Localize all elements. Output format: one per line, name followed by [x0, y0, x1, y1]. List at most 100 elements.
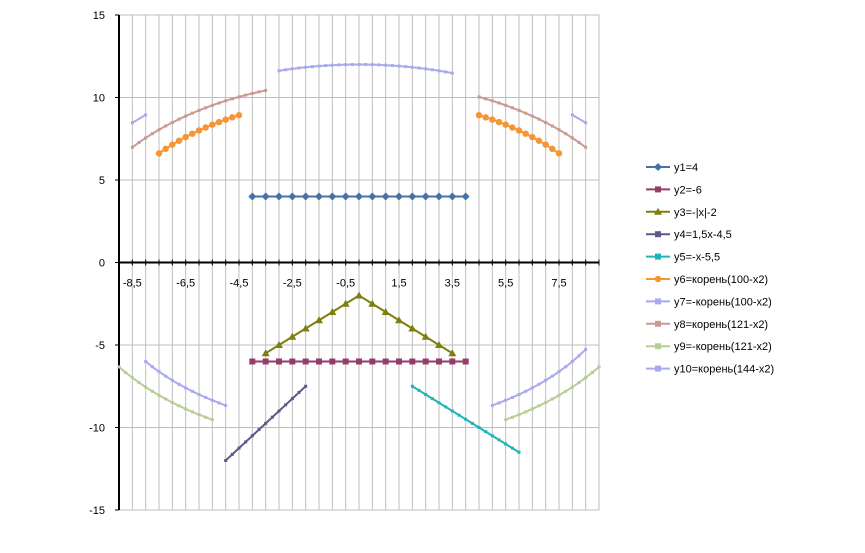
- data-point: [544, 378, 548, 382]
- legend-label: y6=корень(100-x2): [674, 274, 768, 286]
- legend-label: y9=-корень(121-x2): [674, 341, 772, 353]
- series-1: [248, 192, 470, 201]
- legend-marker: [655, 298, 661, 305]
- data-point: [597, 365, 601, 369]
- data-point: [304, 384, 308, 388]
- data-point: [444, 405, 448, 409]
- data-point: [444, 70, 448, 74]
- data-point: [570, 360, 574, 363]
- data-point: [344, 63, 348, 67]
- data-point: [301, 192, 310, 201]
- data-point: [177, 117, 181, 121]
- legend-item: y4=1,5x-4,5: [646, 229, 732, 241]
- data-point: [356, 358, 362, 365]
- data-point: [175, 137, 183, 144]
- data-point: [170, 120, 174, 124]
- data-point: [577, 140, 581, 144]
- data-point: [317, 64, 321, 68]
- series-6: [155, 111, 563, 157]
- data-point: [315, 316, 323, 324]
- data-point: [324, 64, 328, 68]
- data-point: [190, 389, 194, 393]
- data-point: [277, 69, 281, 73]
- data-point: [549, 145, 556, 153]
- data-point: [529, 133, 536, 141]
- data-point: [564, 132, 568, 136]
- data-point: [530, 407, 534, 411]
- data-point: [170, 378, 174, 382]
- data-point: [504, 103, 508, 107]
- data-point: [409, 358, 416, 365]
- data-point: [450, 409, 454, 413]
- data-point: [457, 413, 461, 417]
- data-point: [384, 63, 388, 67]
- data-point: [424, 393, 428, 396]
- data-point: [364, 63, 368, 67]
- x-tick-label: 3,5: [445, 278, 460, 290]
- data-point: [517, 413, 521, 417]
- data-point: [177, 382, 181, 386]
- data-point: [157, 393, 161, 397]
- data-point: [461, 192, 470, 201]
- data-point: [462, 358, 469, 365]
- data-point: [537, 382, 541, 386]
- data-point: [290, 397, 294, 401]
- x-tick-label: -0,5: [336, 278, 355, 290]
- legend-marker: [655, 253, 661, 260]
- data-point: [190, 410, 194, 414]
- data-point: [342, 358, 349, 365]
- data-point: [377, 63, 381, 67]
- data-point: [570, 136, 574, 140]
- data-point: [437, 401, 441, 405]
- data-point: [477, 95, 481, 99]
- data-point: [341, 192, 350, 201]
- data-point: [542, 141, 549, 148]
- data-point: [337, 63, 341, 67]
- data-point: [450, 71, 454, 75]
- data-point: [449, 358, 456, 365]
- data-point: [470, 421, 474, 425]
- data-point: [430, 397, 434, 401]
- data-point: [357, 63, 361, 66]
- data-point: [436, 358, 442, 365]
- data-point: [184, 386, 188, 390]
- legend-marker: [655, 320, 661, 327]
- series-8: [130, 88, 588, 149]
- data-point: [422, 358, 429, 365]
- data-point: [504, 398, 508, 402]
- data-point: [329, 358, 336, 365]
- data-point: [217, 401, 221, 405]
- data-point: [381, 192, 390, 201]
- data-point: [262, 358, 269, 365]
- data-point: [288, 192, 297, 201]
- data-point: [355, 192, 363, 201]
- data-point: [284, 403, 288, 407]
- data-point: [222, 116, 229, 123]
- legend-item: y8=корень(121-x2): [646, 319, 768, 331]
- data-point: [590, 370, 594, 374]
- series-line: [131, 114, 147, 124]
- data-point: [510, 446, 514, 450]
- data-point: [522, 130, 529, 137]
- data-point: [170, 401, 174, 405]
- x-tick-label: -8,5: [123, 278, 142, 290]
- data-point: [475, 111, 483, 119]
- series-3: [261, 291, 457, 357]
- data-point: [504, 442, 508, 446]
- data-point: [157, 370, 161, 374]
- data-point: [489, 116, 496, 123]
- data-point: [144, 385, 148, 389]
- data-point: [490, 434, 494, 438]
- x-tick-label: -4,5: [230, 278, 249, 290]
- data-point: [570, 113, 574, 117]
- data-point: [144, 360, 148, 363]
- legend-label: y8=корень(121-x2): [674, 319, 768, 331]
- data-point: [484, 97, 488, 101]
- legend-item: y5=-x-5,5: [646, 252, 720, 264]
- data-point: [297, 390, 301, 394]
- data-point: [555, 150, 563, 157]
- data-point: [249, 358, 256, 365]
- legend-label: y2=-6: [674, 184, 702, 196]
- data-point: [217, 101, 221, 105]
- series-5: [410, 384, 521, 454]
